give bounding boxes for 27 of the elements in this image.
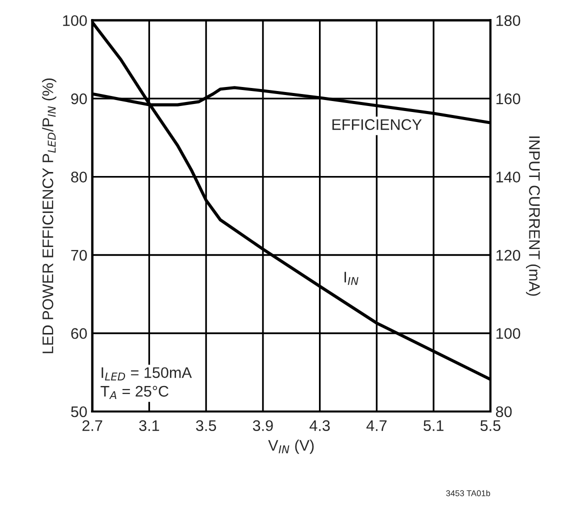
x-tick-label: 3.9: [252, 420, 273, 432]
text: I$_{LED}$ = 150mA T$_{A}$ = 25°C: [100, 367, 192, 400]
x-tick-label: 2.7: [82, 420, 102, 431]
x-tick-label: 4.3: [310, 420, 330, 432]
y2-tick-label: 100: [496, 328, 520, 339]
x-tick-label: 5.1: [424, 420, 444, 432]
y-tick-label: 90: [71, 93, 87, 104]
y-tick-label: 100: [63, 15, 87, 26]
text: 3453 TA01b: [446, 490, 490, 496]
y2-axis-title: INPUT CURRENT (mA): [526, 136, 540, 296]
y2-tick-label: 140: [496, 172, 520, 182]
x-tick-label: 3.5: [196, 420, 216, 432]
y2-tick-label: 180: [496, 15, 520, 26]
x-axis-title: V$_{IN}$ (V): [268, 440, 314, 454]
y2-tick-label: 120: [496, 250, 520, 261]
y2-tick-label: 80: [496, 406, 512, 418]
y-tick-label: 50: [71, 406, 87, 418]
y-axis-title: LED POWER EFFICIENCY P$_{LED}$/P$_{IN}$ (%): [42, 78, 56, 354]
series-label: I$_{IN}$: [344, 272, 358, 285]
y-tick-label: 70: [71, 250, 87, 261]
series-label: EFFICIENCY: [332, 119, 422, 130]
x-tick-label: 3.1: [139, 420, 160, 432]
y-tick-label: 80: [71, 172, 87, 182]
x-tick-label: 4.7: [366, 420, 387, 431]
y-tick-label: 60: [71, 328, 87, 339]
y2-tick-label: 160: [496, 93, 520, 104]
x-tick-label: 5.5: [480, 420, 500, 432]
